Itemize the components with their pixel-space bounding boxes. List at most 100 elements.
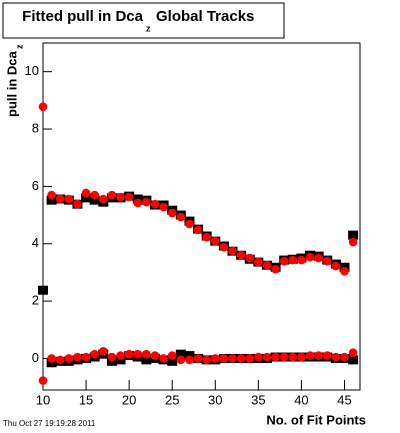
point <box>142 197 151 207</box>
point <box>236 354 246 363</box>
point <box>348 230 359 240</box>
point <box>124 192 134 202</box>
point <box>210 354 220 363</box>
point <box>167 351 177 360</box>
point <box>167 208 177 218</box>
x-tick-label: 25 <box>165 392 179 407</box>
point <box>288 255 298 265</box>
point <box>150 351 160 360</box>
point <box>210 236 220 246</box>
point <box>167 356 178 366</box>
point <box>133 198 143 208</box>
point <box>185 355 194 365</box>
title-suffix: Global Tracks <box>156 8 254 25</box>
point <box>141 355 152 365</box>
point <box>142 349 151 359</box>
point <box>314 351 323 360</box>
x-tick-label: 10 <box>36 392 50 407</box>
point <box>81 188 91 198</box>
point <box>193 354 203 363</box>
point <box>297 352 306 362</box>
chart-title: Fitted pull in Dca <box>22 8 143 25</box>
y-tick-label: 4 <box>32 235 39 250</box>
timestamp: Thu Oct 27 19:19:28 2011 <box>3 419 96 428</box>
point <box>228 246 237 256</box>
y-axis-label-subscript: z <box>14 44 24 49</box>
point <box>55 194 65 204</box>
x-tick-label: 30 <box>208 392 222 407</box>
point <box>47 354 56 363</box>
point <box>184 351 195 361</box>
x-tick-label: 20 <box>122 392 136 407</box>
point <box>254 257 263 267</box>
point <box>46 358 57 368</box>
x-tick-label: 15 <box>79 392 93 407</box>
point <box>340 266 349 276</box>
title-subscript: z <box>146 23 151 33</box>
point <box>150 199 160 209</box>
point <box>348 237 358 247</box>
point <box>116 192 125 202</box>
point <box>202 355 211 365</box>
point <box>254 352 263 362</box>
point <box>98 346 108 356</box>
y-tick-label: 10 <box>25 63 39 78</box>
point <box>38 102 48 111</box>
y-tick-label: 6 <box>32 178 39 193</box>
point <box>279 256 289 266</box>
point <box>73 352 82 362</box>
point <box>322 351 332 360</box>
x-tick-label: 45 <box>337 392 351 407</box>
point <box>305 351 315 360</box>
x-tick-label: 35 <box>251 392 265 407</box>
point <box>305 252 315 262</box>
point <box>64 354 74 363</box>
point <box>322 256 332 266</box>
point <box>124 349 134 359</box>
point <box>271 352 280 362</box>
point <box>90 190 99 200</box>
point <box>38 376 48 385</box>
point <box>73 199 82 209</box>
point <box>115 355 126 365</box>
point <box>219 354 229 363</box>
point <box>90 349 99 359</box>
point <box>46 195 57 205</box>
point <box>64 194 74 204</box>
point <box>340 352 349 362</box>
point <box>133 349 143 359</box>
point <box>185 219 194 229</box>
point <box>175 349 186 359</box>
point <box>38 285 48 295</box>
y-tick-label: 0 <box>32 350 39 365</box>
point <box>176 355 186 365</box>
point <box>228 354 237 363</box>
point <box>348 348 358 358</box>
point <box>314 253 323 263</box>
point <box>262 352 272 362</box>
point <box>245 354 255 363</box>
point <box>331 261 341 271</box>
point <box>106 356 117 366</box>
point <box>89 195 100 205</box>
point <box>81 193 92 203</box>
point <box>271 264 280 274</box>
point <box>47 190 56 200</box>
point <box>202 232 211 242</box>
point <box>348 355 359 365</box>
point <box>236 250 246 260</box>
point <box>262 260 272 270</box>
title-box <box>2 2 285 39</box>
point <box>116 351 125 360</box>
point <box>279 352 289 362</box>
point <box>288 352 298 362</box>
x-tick-label: 40 <box>294 392 308 407</box>
y-tick-label: 2 <box>32 293 39 308</box>
plot-frame <box>42 42 361 391</box>
point <box>193 225 203 235</box>
point <box>98 194 108 204</box>
point <box>297 255 306 265</box>
point <box>159 354 168 363</box>
point <box>81 352 91 362</box>
